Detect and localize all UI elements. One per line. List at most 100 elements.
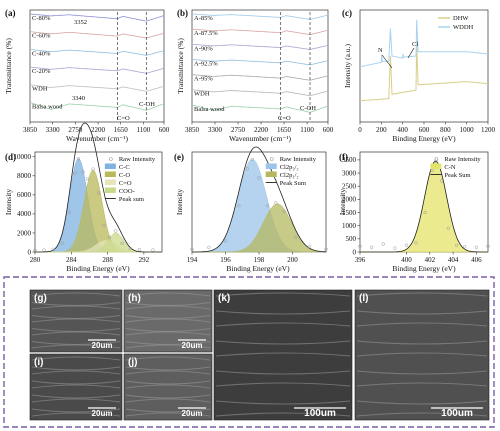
- x-tick-label: 200: [287, 256, 298, 264]
- y-tick-label: 1500: [342, 209, 357, 217]
- panel-f-ticks: 396 400 402 404 406 0 500 1000 1500 2000 2500 3000 3…: [342, 156, 482, 264]
- x-tick-label: 400: [397, 126, 408, 134]
- series-label-b: A-95%: [194, 76, 213, 83]
- x-tick-label: 402: [425, 256, 436, 264]
- panel-f-label: (f): [339, 152, 348, 162]
- raw-point-d: [67, 210, 72, 214]
- x-tick-label: 200: [376, 126, 387, 134]
- sem-texture-stroke: [125, 305, 211, 310]
- y-tick-label: 1000: [342, 222, 357, 230]
- panel-f-plot: [358, 159, 490, 253]
- x-tick-label: 0: [358, 126, 362, 134]
- sem-scale-label: 100um: [304, 408, 336, 419]
- legend-label-e: Cl2p₃/₂: [280, 164, 299, 171]
- x-tick-label: 196: [220, 256, 231, 264]
- panel-c-label: (c): [342, 8, 352, 18]
- sem-texture-stroke: [215, 322, 351, 327]
- x-tick-label: 2750: [231, 126, 246, 134]
- series-line-a: [29, 66, 165, 74]
- sem-image-l: (l) 100um: [354, 289, 490, 421]
- sem-texture-stroke: [125, 344, 211, 349]
- panel-f: (f) 396 400 402 404 406050010001500200025003…: [338, 151, 490, 273]
- series-line-b: [191, 13, 329, 20]
- panel-c-legend: DHW WDDH: [438, 15, 474, 31]
- sem-texture-stroke: [356, 352, 488, 357]
- raw-point-f: [439, 179, 444, 183]
- legend-label-f: C-N: [444, 164, 456, 171]
- series-line-a: [29, 13, 165, 22]
- panel-d-ticks: 280 284 288 292 0 2000 4000 6000 8000 10000: [14, 153, 150, 264]
- y-tick-label: 3000: [342, 169, 357, 177]
- legend-swatch-e: [265, 163, 277, 169]
- y-tick-label: 2000: [17, 229, 32, 237]
- sem-image-i: (i) 20um: [29, 353, 123, 421]
- x-tick-label: 280: [30, 256, 41, 264]
- x-tick-label: 600: [419, 126, 430, 134]
- panel-b-series: A-85% A-87.5% A-90% A-92.5% A-95% WDH Balsa wo…: [191, 12, 329, 120]
- x-tick-label: 1000: [460, 126, 475, 134]
- sem-texture-stroke: [31, 412, 121, 417]
- series-line-b: [191, 104, 329, 113]
- x-tick-label: 2200: [91, 126, 106, 134]
- series-label-b: A-87.5%: [194, 30, 218, 37]
- panel-c-arrow-cl: [407, 47, 415, 59]
- series-label-b: A-90%: [194, 45, 213, 52]
- sem-texture-stroke: [31, 398, 121, 403]
- sem-image-label: (i): [34, 357, 43, 368]
- panel-a-frame: [29, 9, 165, 123]
- sem-image-bg: [354, 289, 490, 421]
- panel-b: (b) A-85% A-87.5% A-90% A-92.5% A-95% WDH Bals…: [176, 8, 334, 143]
- legend-raw-swatch-f: [434, 157, 439, 161]
- series-label-a: C-80%: [32, 15, 51, 22]
- panel-a-series: C-80% C-60% C-40% C-20% WDH Balsa wood: [29, 12, 165, 120]
- legend-label-d: C=O: [119, 180, 132, 187]
- raw-point-e: [294, 235, 298, 239]
- panel-d-ylabel: Intensity: [4, 189, 13, 215]
- legend-label-d: C-C: [119, 164, 130, 171]
- sem-texture-stroke: [31, 366, 121, 371]
- sem-image-label: (h): [128, 293, 141, 304]
- x-tick-label: 288: [102, 256, 113, 264]
- panel-d-xlabel: Binding Energy (eV): [66, 264, 130, 273]
- y-tick-label: 8000: [17, 172, 32, 180]
- raw-point-e: [207, 245, 211, 250]
- sem-texture-stroke: [356, 370, 488, 375]
- sem-texture-stroke: [356, 340, 488, 345]
- legend-swatch-d: [104, 163, 116, 169]
- series-line-c: [359, 19, 489, 68]
- raw-point-d: [137, 247, 141, 252]
- sem-texture-stroke: [125, 292, 211, 297]
- x-tick-label: 1100: [137, 126, 151, 134]
- raw-point-d: [102, 223, 106, 227]
- raw-point-d: [81, 170, 85, 174]
- raw-point-f: [414, 241, 418, 245]
- peak-sum-f: [360, 160, 488, 253]
- sem-scale-label: 100um: [441, 408, 473, 419]
- raw-point-d: [51, 247, 55, 251]
- panel-e-ticks: 194 196 198 200: [187, 252, 298, 264]
- sem-image-h: (h) 20um: [123, 289, 213, 353]
- sem-image-j: (j) 20um: [123, 353, 213, 421]
- raw-point-f: [369, 245, 374, 249]
- panel-e-label: (e): [174, 152, 184, 162]
- panel-a-band-coh: C-OH: [139, 101, 155, 108]
- series-line-b: [191, 74, 329, 81]
- x-tick-label: 194: [187, 256, 198, 264]
- panel-a: (a) C-80% C-60% C-40% C-20% WDH Balsa wood 38…: [4, 8, 170, 143]
- series-label-b: Balsa wood: [194, 106, 225, 113]
- sem-texture-stroke: [31, 305, 121, 310]
- panel-b-frame: [191, 9, 329, 123]
- legend-raw-f: Raw Intensity: [444, 156, 481, 163]
- legend-raw-e: Raw Intensity: [280, 156, 317, 163]
- panel-e-xlabel: Binding Energy (eV): [226, 264, 290, 273]
- raw-point-f: [393, 246, 397, 250]
- x-tick-label: 198: [254, 256, 265, 264]
- raw-point-d: [96, 191, 101, 195]
- raw-point-f: [433, 159, 438, 163]
- series-label-a: C-20%: [32, 68, 51, 75]
- raw-point-e: [237, 204, 241, 208]
- x-tick-label: 406: [471, 256, 482, 264]
- raw-point-f: [381, 242, 385, 246]
